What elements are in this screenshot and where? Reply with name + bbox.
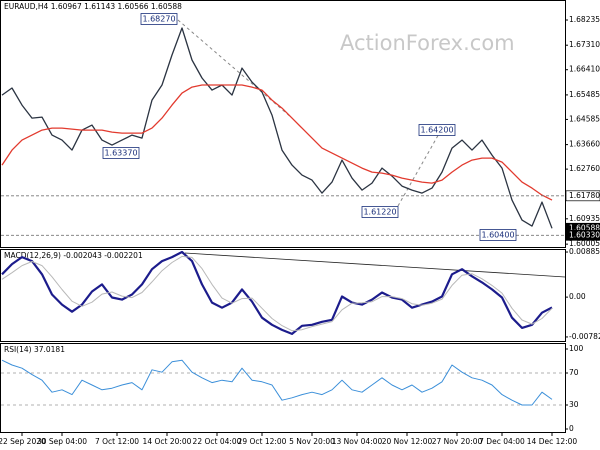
- annotation: 1.63370: [104, 149, 137, 158]
- series-line: [1, 255, 553, 332]
- trend-line: [397, 131, 441, 207]
- x-tick-label: 30 Sep 04:00: [37, 437, 87, 446]
- watermark: ActionForex.com: [340, 31, 515, 55]
- x-tick-label: 5 Nov 20:00: [289, 437, 335, 446]
- macd-header: MACD(12,26,9) -0.002043 -0.002201: [4, 251, 143, 260]
- rsi-header: RSI(14) 37.0181: [4, 345, 65, 354]
- series-line: [1, 27, 553, 229]
- annotation-box: [102, 147, 140, 159]
- annotation-box: [418, 124, 456, 136]
- level-box: [565, 229, 600, 241]
- macd-trend-line: [184, 252, 566, 278]
- level-box: [565, 190, 600, 202]
- y-tick-label: 1.67310: [569, 40, 600, 49]
- x-tick-label: 29 Oct 12:00: [238, 437, 287, 446]
- annotation: 1.64200: [420, 126, 453, 135]
- annotation-box: [361, 206, 399, 218]
- y-tick-label: 0: [569, 424, 574, 433]
- y-tick-label: 1.63660: [569, 140, 600, 149]
- annotation-box: [140, 13, 178, 25]
- macd-panel: [0, 249, 566, 342]
- y-tick-label: -0.007826: [569, 332, 600, 341]
- y-tick-label: 70: [569, 368, 579, 377]
- y-tick-label: 1.60935: [569, 214, 600, 223]
- x-tick-label: 22 Oct 04:00: [193, 437, 242, 446]
- x-tick-label: 20 Nov 12:00: [382, 437, 433, 446]
- y-tick-label: 1.64585: [569, 114, 600, 123]
- x-tick-label: 27 Nov 20:00: [432, 437, 483, 446]
- level-label: 1.60330: [569, 230, 600, 239]
- x-tick-label: 22 Sep 2020: [0, 437, 46, 446]
- y-tick-label: 1.66410: [569, 65, 600, 74]
- x-tick-label: 7 Dec 04:00: [479, 437, 525, 446]
- y-tick-label: 100: [569, 344, 584, 353]
- x-tick-label: 14 Oct 20:00: [143, 437, 192, 446]
- y-tick-label: 1.60005: [569, 239, 600, 248]
- price-header: EURAUD,H4 1.60967 1.61143 1.60566 1.6058…: [4, 2, 182, 11]
- annotation: 1.60400: [481, 231, 514, 240]
- price-panel: [0, 0, 566, 248]
- y-tick-label: 0.008859: [569, 247, 600, 256]
- level-label: 1.60588: [569, 223, 600, 232]
- series-line: [1, 250, 553, 335]
- annotation-box: [479, 229, 517, 241]
- y-tick-label: 1.68235: [569, 15, 600, 24]
- x-tick-label: 7 Oct 12:00: [95, 437, 139, 446]
- y-tick-label: 0.00: [569, 292, 586, 301]
- series-line: [1, 84, 553, 201]
- y-tick-label: 1.62760: [569, 164, 600, 173]
- annotation: 1.61220: [363, 208, 396, 217]
- x-tick-label: 13 Nov 04:00: [332, 437, 383, 446]
- rsi-panel: [0, 343, 566, 433]
- y-tick-label: 1.65485: [569, 90, 600, 99]
- trend-line: [177, 19, 293, 119]
- y-tick-label: 30: [569, 400, 579, 409]
- series-line: [1, 359, 553, 406]
- level-label: 1.61780: [569, 191, 600, 200]
- x-tick-label: 14 Dec 12:00: [527, 437, 578, 446]
- annotation: 1.68270: [142, 15, 175, 24]
